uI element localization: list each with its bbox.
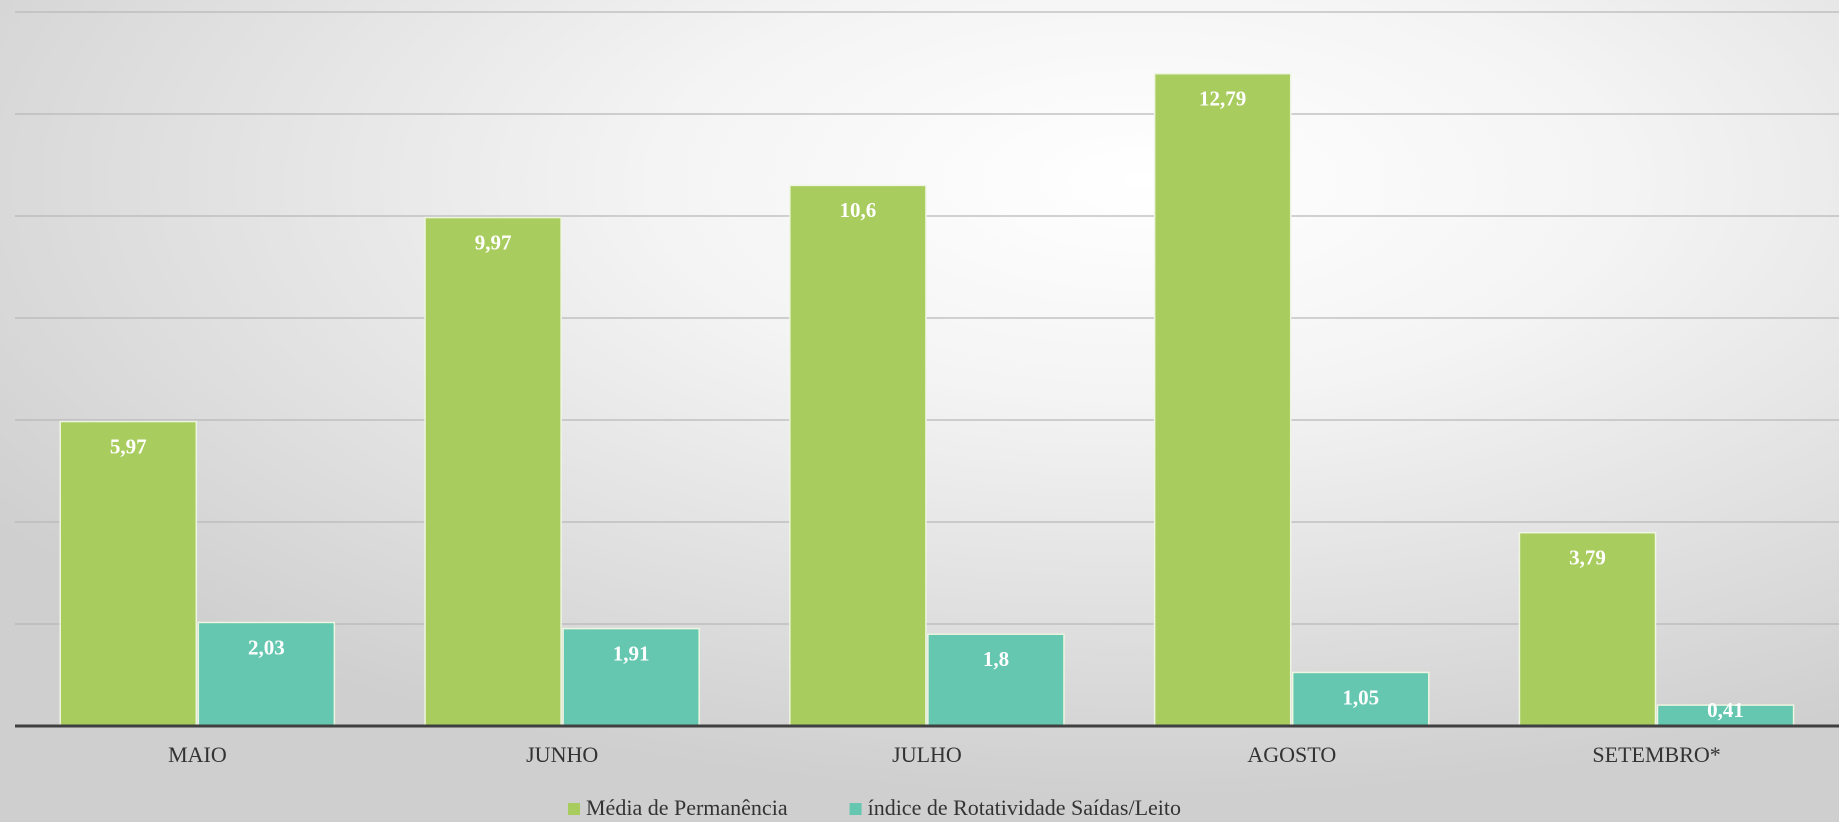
data-label: 2,03 bbox=[248, 635, 285, 659]
data-label: 0,41 bbox=[1707, 698, 1744, 722]
x-tick-label: MAIO bbox=[168, 742, 227, 767]
data-label: 1,91 bbox=[613, 641, 650, 665]
legend-label: índice de Rotatividade Saídas/Leito bbox=[868, 795, 1181, 820]
bar bbox=[927, 633, 1065, 727]
data-label: 10,6 bbox=[839, 198, 876, 222]
bar bbox=[1291, 671, 1430, 727]
bar bbox=[789, 184, 927, 727]
legend-label: Média de Permanência bbox=[586, 795, 788, 820]
bar bbox=[562, 627, 700, 727]
legend-swatch bbox=[568, 803, 580, 815]
data-label: 9,97 bbox=[475, 230, 512, 254]
legend-swatch bbox=[849, 803, 862, 815]
data-label: 3,79 bbox=[1569, 546, 1606, 570]
data-label: 5,97 bbox=[110, 434, 147, 458]
bar bbox=[1518, 531, 1657, 727]
data-label: 12,79 bbox=[1199, 87, 1246, 111]
x-tick-label: JUNHO bbox=[526, 742, 598, 767]
x-tick-label: JULHO bbox=[892, 742, 962, 767]
bar bbox=[424, 216, 562, 727]
data-label: 1,8 bbox=[983, 647, 1009, 671]
data-label: 1,05 bbox=[1342, 685, 1379, 709]
x-tick-label: SETEMBRO* bbox=[1592, 742, 1720, 767]
bar bbox=[197, 621, 336, 727]
bar bbox=[59, 420, 198, 727]
x-tick-label: AGOSTO bbox=[1247, 742, 1336, 767]
bar bbox=[1153, 72, 1292, 727]
